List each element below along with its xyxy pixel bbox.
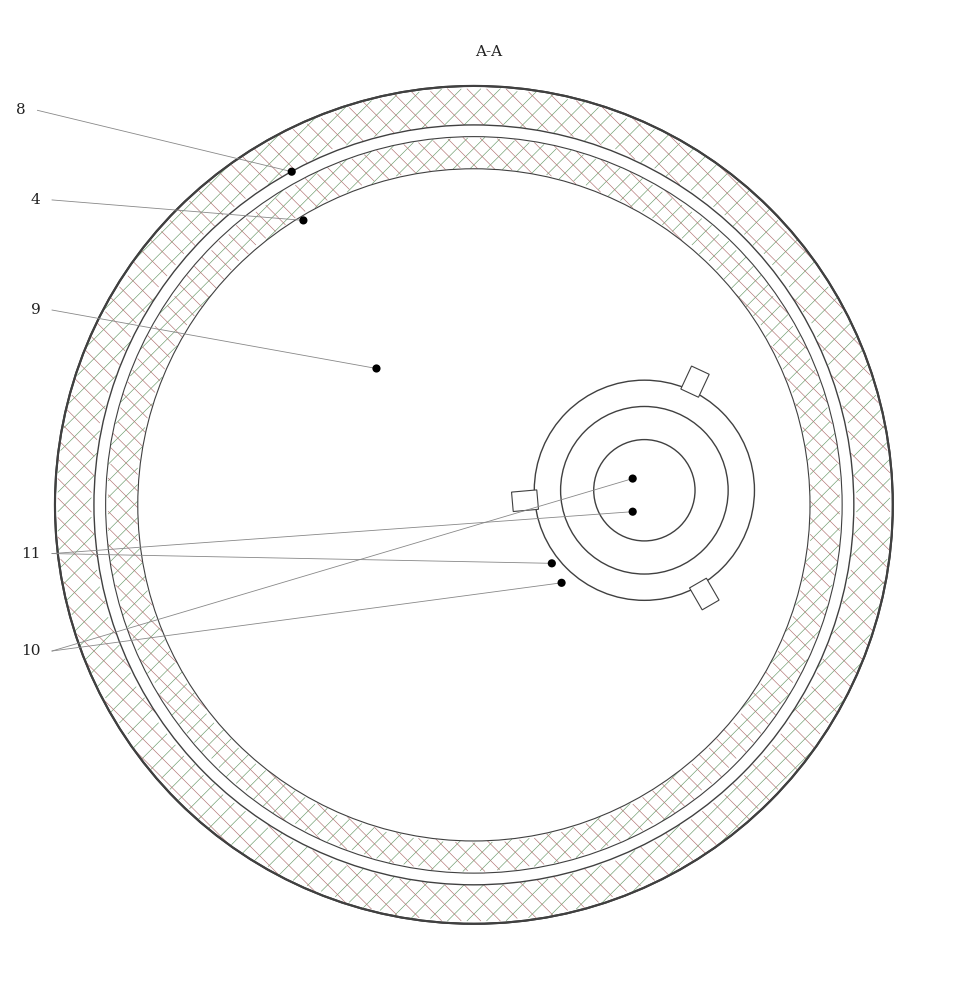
Circle shape bbox=[372, 364, 381, 373]
Circle shape bbox=[138, 169, 810, 841]
Circle shape bbox=[287, 168, 296, 176]
Text: 4: 4 bbox=[30, 193, 40, 207]
Polygon shape bbox=[690, 578, 719, 610]
Circle shape bbox=[594, 440, 695, 541]
Circle shape bbox=[628, 474, 637, 483]
Circle shape bbox=[55, 86, 893, 924]
Text: 10: 10 bbox=[21, 644, 40, 658]
Circle shape bbox=[558, 579, 566, 587]
Circle shape bbox=[299, 216, 308, 224]
Text: 11: 11 bbox=[21, 547, 40, 561]
Text: 8: 8 bbox=[16, 103, 25, 117]
Circle shape bbox=[561, 406, 728, 574]
Circle shape bbox=[534, 380, 754, 600]
Circle shape bbox=[94, 125, 854, 885]
Text: 9: 9 bbox=[30, 303, 40, 317]
Polygon shape bbox=[512, 490, 538, 512]
Circle shape bbox=[548, 559, 556, 567]
Polygon shape bbox=[681, 366, 709, 397]
Text: A-A: A-A bbox=[475, 45, 502, 59]
Circle shape bbox=[628, 508, 637, 516]
